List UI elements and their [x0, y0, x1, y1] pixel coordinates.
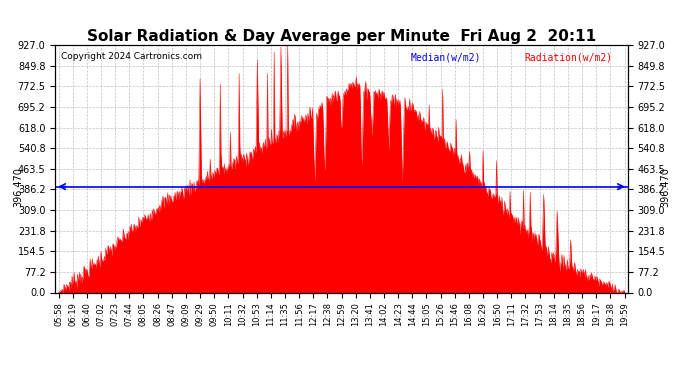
Title: Solar Radiation & Day Average per Minute  Fri Aug 2  20:11: Solar Radiation & Day Average per Minute… — [87, 29, 596, 44]
Text: 396.470: 396.470 — [660, 167, 670, 207]
Text: Radiation(w/m2): Radiation(w/m2) — [525, 53, 613, 62]
Text: 396.470: 396.470 — [13, 167, 23, 207]
Text: Copyright 2024 Cartronics.com: Copyright 2024 Cartronics.com — [61, 53, 202, 62]
Text: Median(w/m2): Median(w/m2) — [411, 53, 481, 62]
